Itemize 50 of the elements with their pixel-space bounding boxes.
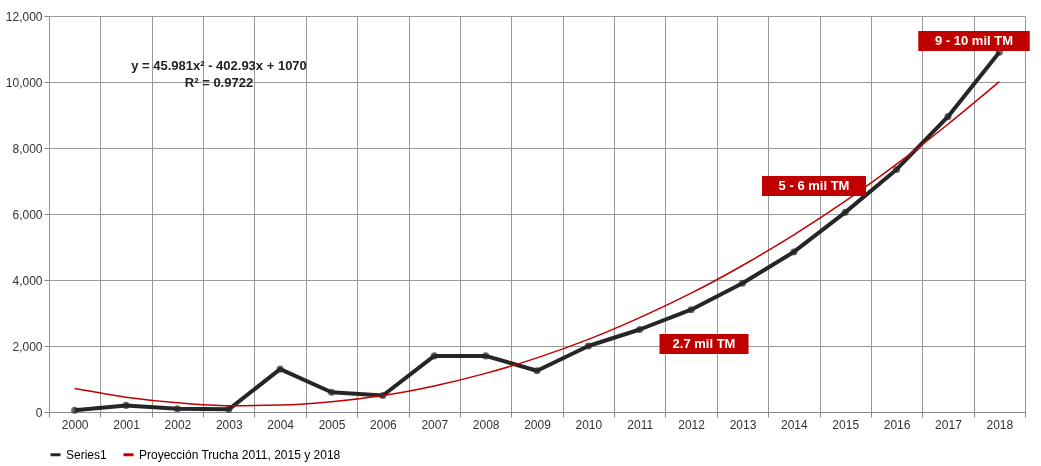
x-tick-label: 2005: [318, 417, 346, 432]
x-tick-label: 2001: [113, 417, 141, 432]
x-tick-label: 2008: [472, 417, 500, 432]
x-tick-label: 2017: [935, 417, 963, 432]
x-tick-label: 2015: [832, 417, 860, 432]
x-tick-label: 2002: [164, 417, 192, 432]
point: [790, 248, 798, 256]
point: [738, 279, 747, 287]
y-tick-label: 8,000: [12, 141, 43, 156]
point: [841, 208, 849, 216]
x-tick-label: 2016: [883, 417, 911, 432]
point: [944, 113, 952, 121]
x-tick-label: 2012: [678, 417, 706, 432]
legend-label: Proyección Trucha 2011, 2015 y 2018: [139, 447, 341, 462]
point: [71, 406, 79, 414]
x-tick-label: 2013: [729, 417, 757, 432]
y-tick-label: 4,000: [12, 273, 43, 288]
point: [533, 367, 541, 375]
annotation: R² = 0.9722: [184, 75, 254, 90]
y-tick-label: 10,000: [5, 75, 43, 90]
legend-label: Series1: [66, 447, 108, 462]
y-tick-label: 2,000: [12, 339, 43, 354]
x-tick-label: 2007: [421, 417, 449, 432]
y-tick-label: 0: [35, 405, 43, 420]
point: [122, 401, 130, 409]
x-tick-label: 2003: [215, 417, 243, 432]
x-tick-label: 2000: [61, 417, 89, 432]
x-tick-label: 2018: [986, 417, 1014, 432]
point: [893, 165, 901, 173]
point: [173, 405, 181, 413]
x-tick-label: 2014: [780, 417, 809, 432]
x-tick-label: 2010: [575, 417, 603, 432]
point: [482, 352, 490, 360]
annotation: y = 45.981x² - 402.93x + 1070: [131, 58, 307, 73]
x-tick-label: 2004: [267, 417, 295, 432]
point: [636, 325, 644, 334]
point: [584, 342, 592, 350]
point: [276, 365, 284, 373]
point: [430, 352, 438, 360]
point: [327, 388, 336, 396]
annotation: 5 - 6 mil TM: [778, 178, 850, 193]
x-tick-label: 2009: [524, 417, 552, 432]
y-tick-label: 12,000: [5, 9, 43, 24]
x-tick-label: 2006: [370, 417, 398, 432]
x-tick-label: 2011: [627, 417, 654, 432]
annotation: 9 - 10 mil TM: [934, 33, 1014, 48]
annotation: 2.7 mil TM: [672, 336, 736, 351]
point: [687, 306, 695, 314]
y-tick-label: 6,000: [12, 207, 43, 222]
point: [225, 405, 233, 413]
